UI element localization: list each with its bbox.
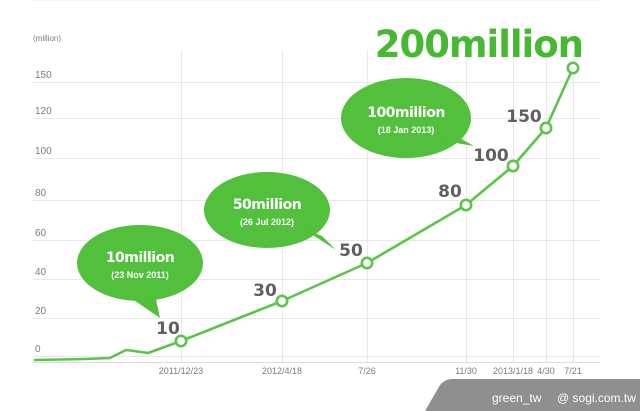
point-value-label: 10 [156, 319, 180, 339]
y-tick-label: 180 [35, 0, 52, 3]
point-labels: 10 30 50 80 100 150 [156, 107, 542, 339]
y-tick-label: 80 [35, 188, 47, 199]
x-tick-label: 7/21 [564, 366, 582, 376]
callout-bubble: 100million (18 Jan 2013) [341, 78, 474, 158]
x-tick-label: 2013/1/18 [493, 366, 533, 376]
y-tick-labels: 0 20 40 60 80 100 120 150 180 [35, 0, 52, 355]
data-markers [174, 61, 580, 348]
data-marker [174, 334, 188, 348]
callouts: 10million (23 Nov 2011) 50million (26 Jul 2… [77, 78, 474, 318]
data-marker [459, 198, 473, 212]
point-value-label: 150 [506, 107, 542, 127]
callout-bubble: 50million (26 Jul 2012) [204, 172, 336, 250]
data-marker [360, 256, 374, 270]
x-tick-labels: 2011/12/23 2012/4/18 7/26 11/30 2013/1/18 4/3… [159, 366, 582, 376]
y-tick-label: 150 [35, 70, 52, 81]
series-line [33, 66, 575, 362]
callout-headline: 50million [233, 197, 301, 213]
callout-tail [302, 228, 336, 250]
callout-headline: 10million [106, 250, 174, 266]
callout-date: (26 Jul 2012) [240, 217, 294, 227]
data-marker [566, 61, 580, 75]
chart-title: 200million [375, 23, 583, 66]
watermark-band [425, 379, 640, 411]
callout-shape [204, 172, 330, 248]
y-tick-label: 0 [35, 344, 41, 355]
x-tick-label: 11/30 [455, 366, 477, 376]
watermark-left: green_tw [492, 391, 542, 405]
point-value-label: 30 [253, 281, 277, 301]
point-value-label: 80 [438, 182, 462, 202]
x-tick-label: 4/30 [537, 366, 555, 376]
point-value-label: 100 [473, 146, 509, 166]
watermark: green_tw @ sogi.com.tw [425, 379, 640, 411]
y-tick-label: 100 [35, 146, 52, 157]
y-tick-label: 40 [35, 267, 47, 278]
x-tick-label: 2011/12/23 [159, 366, 203, 376]
y-tick-label: 60 [35, 228, 47, 239]
x-tick-label: 2012/4/18 [262, 366, 302, 376]
callout-bubble: 10million (23 Nov 2011) [77, 225, 203, 318]
y-axis-label: (million) [33, 34, 61, 43]
x-tick-label: 7/26 [358, 366, 376, 376]
callout-tail [438, 136, 474, 146]
callout-tail [128, 296, 160, 318]
callout-shape [77, 225, 203, 301]
callout-date: (23 Nov 2011) [111, 270, 169, 280]
data-marker [275, 294, 289, 308]
watermark-right: @ sogi.com.tw [557, 391, 636, 405]
y-tick-label: 120 [35, 106, 52, 117]
callout-shape [341, 78, 471, 158]
point-value-label: 50 [339, 241, 363, 261]
data-marker [539, 121, 553, 135]
y-tick-label: 20 [35, 306, 47, 317]
callout-headline: 100million [367, 105, 445, 121]
data-marker [506, 159, 520, 173]
callout-date: (18 Jan 2013) [378, 125, 435, 135]
